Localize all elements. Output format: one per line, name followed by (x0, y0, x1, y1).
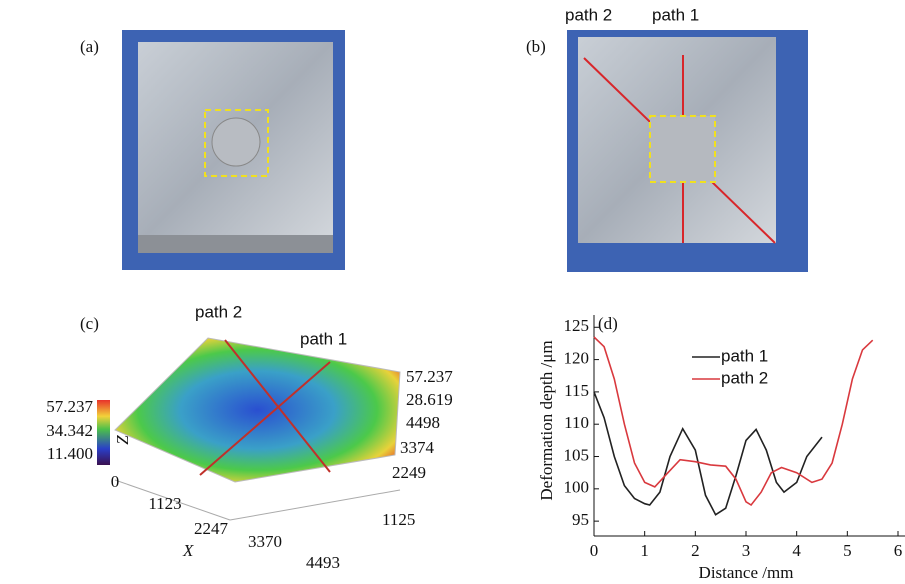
laser-spots (212, 118, 260, 166)
panel-label: (d) (598, 314, 618, 333)
panel-label: (c) (80, 314, 99, 333)
path-label: path 2 (565, 5, 612, 24)
x-tick-label: 1 (640, 541, 649, 560)
x-tick-label: 4 (792, 541, 801, 560)
axis-tick-label: 11.400 (47, 444, 93, 463)
x-tick-label: 6 (894, 541, 903, 560)
figure: (a) (b) path 2 path 1 (c) path 2 path 1 … (0, 0, 905, 584)
axis-tick-label: 2247 (194, 519, 229, 538)
axis-tick-label: 34.342 (46, 421, 93, 440)
panel-label: (a) (80, 37, 99, 56)
x-tick-label: 0 (590, 541, 599, 560)
axis-tick-label: 1125 (382, 510, 415, 529)
axis-tick-label: 1123 (148, 494, 181, 513)
axis-line (230, 490, 400, 520)
z-axis-label: Z (113, 435, 132, 445)
data-line (594, 392, 822, 515)
legend-label: path 1 (721, 346, 768, 365)
x-tick-label: 5 (843, 541, 852, 560)
path-label: path 2 (195, 302, 242, 321)
y-tick-label: 105 (564, 445, 590, 464)
x-tick-label: 3 (742, 541, 751, 560)
legend-label: path 2 (721, 368, 768, 387)
y-tick-label: 110 (564, 413, 589, 432)
y-tick-label: 100 (564, 478, 590, 497)
y-tick-label: 95 (572, 510, 589, 529)
plate-edge (138, 235, 333, 253)
axis-tick-label: 2249 (392, 463, 426, 482)
path-label: path 1 (300, 329, 347, 348)
axis-tick-label: 3370 (248, 532, 282, 551)
axis-tick-label: 57.237 (46, 397, 93, 416)
y-tick-label: 115 (564, 381, 589, 400)
y-axis-label: Deformation depth /μm (537, 340, 556, 500)
axis-tick-label: 0 (111, 472, 120, 491)
colorbar (97, 400, 110, 465)
surface (115, 338, 400, 482)
y-tick-label: 120 (564, 348, 590, 367)
axis-tick-label: 3374 (400, 438, 435, 457)
y-tick-label: 125 (564, 316, 590, 335)
figure-canvas: (a) (b) path 2 path 1 (c) path 2 path 1 … (0, 0, 905, 584)
path-label: path 1 (652, 5, 699, 24)
axis-tick-label: 4498 (406, 413, 440, 432)
roi-box (650, 116, 715, 182)
panel-label: (b) (526, 37, 546, 56)
axis-tick-label: 57.237 (406, 367, 453, 386)
x-axis-label: X (182, 541, 194, 560)
x-axis-label: Distance /mm (699, 563, 794, 582)
axis-tick-label: 28.619 (406, 390, 453, 409)
x-tick-label: 2 (691, 541, 700, 560)
axis-tick-label: 4493 (306, 553, 340, 572)
